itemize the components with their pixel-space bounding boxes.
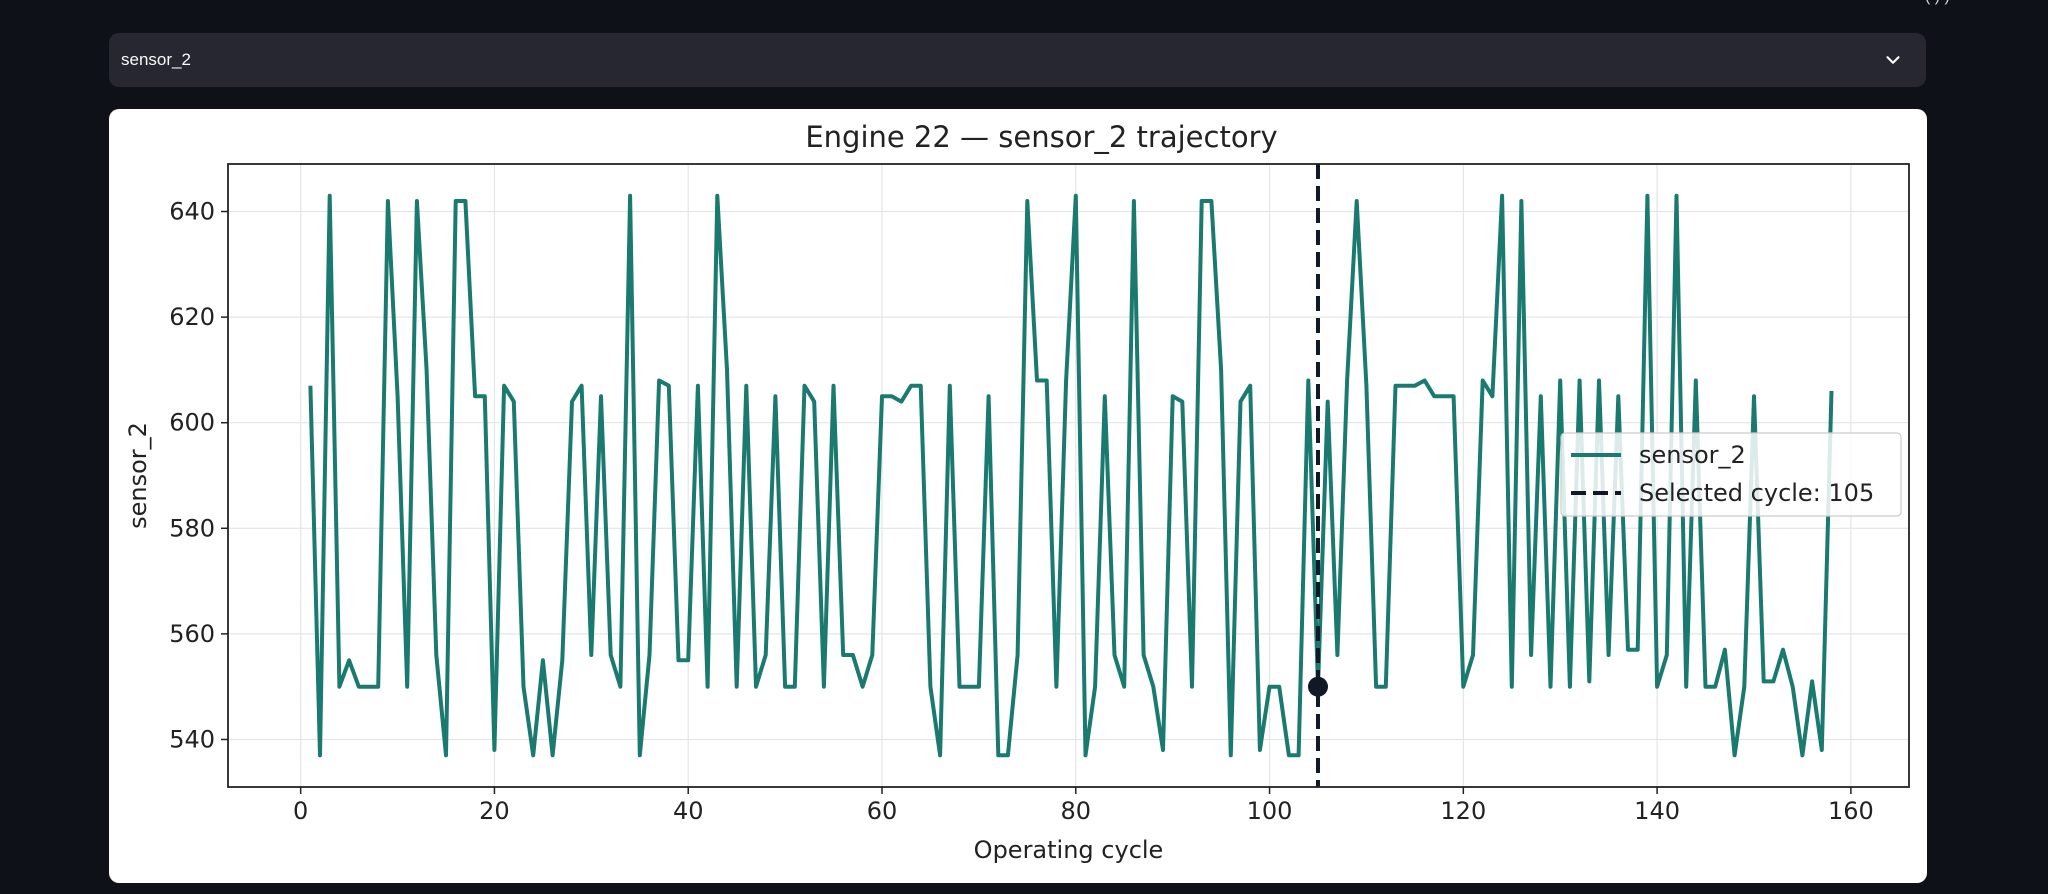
- y-tick-label: 540: [169, 725, 215, 753]
- y-axis-label: sensor_2: [124, 422, 152, 529]
- y-tick-label: 620: [169, 303, 215, 331]
- x-axis-label: Operating cycle: [974, 836, 1164, 864]
- x-tick-label: 140: [1634, 797, 1680, 825]
- legend-label-vline: Selected cycle: 105: [1639, 479, 1874, 507]
- y-tick-label: 580: [169, 514, 215, 542]
- legend-box: [1560, 432, 1902, 517]
- selected-sensor-value: sensor_2: [121, 50, 191, 69]
- x-tick-label: 100: [1247, 797, 1293, 825]
- sensor-selectbox[interactable]: sensor_2: [109, 33, 1926, 87]
- y-tick-label: 560: [169, 620, 215, 648]
- legend-label-series: sensor_2: [1639, 441, 1746, 469]
- chevron-down-icon[interactable]: [1882, 49, 1904, 71]
- y-tick-label: 600: [169, 409, 215, 437]
- y-tick-label: 640: [169, 198, 215, 226]
- chart-card: 0 20 40 60 80 100 120 140 160 540 560 580 600 620 640 E…: [109, 109, 1927, 883]
- x-tick-label: 0: [293, 797, 308, 825]
- plot-frame: [227, 163, 1910, 788]
- x-tick-label: 40: [673, 797, 704, 825]
- selected-cycle-marker: [1307, 676, 1328, 697]
- top-right-fragment: ( ) ): [1925, 0, 1950, 6]
- x-tick-label: 120: [1440, 797, 1486, 825]
- sensor-trajectory-chart: 0 20 40 60 80 100 120 140 160 540 560 580 600 620 640 E…: [124, 120, 1910, 864]
- x-tick-label: 160: [1828, 797, 1874, 825]
- x-tick-label: 80: [1060, 797, 1091, 825]
- x-tick-label: 20: [479, 797, 510, 825]
- x-tick-label: 60: [867, 797, 898, 825]
- chart-title: Engine 22 — sensor_2 trajectory: [805, 120, 1277, 154]
- series-line-sensor-2: [308, 193, 1834, 758]
